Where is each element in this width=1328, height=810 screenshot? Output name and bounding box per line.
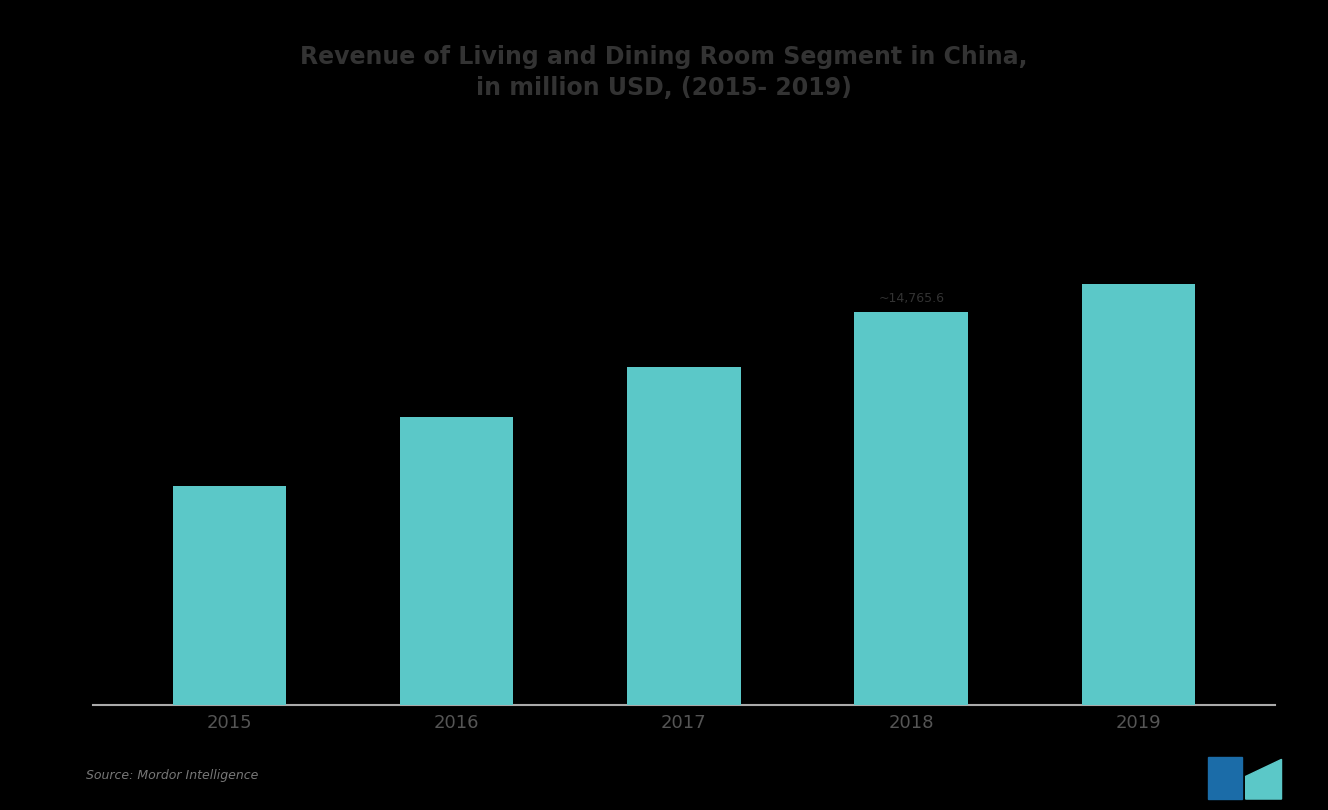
Bar	[173, 487, 286, 705]
Bar	[1082, 284, 1195, 705]
Text: Source: Mordor Intelligence: Source: Mordor Intelligence	[86, 769, 259, 782]
Text: ~14,765.6: ~14,765.6	[878, 292, 944, 305]
Text: Revenue of Living and Dining Room Segment in China,
in million USD, (2015- 2019): Revenue of Living and Dining Room Segmen…	[300, 45, 1028, 100]
Bar	[627, 367, 741, 705]
Bar	[1208, 757, 1242, 799]
Bar	[400, 417, 514, 705]
Polygon shape	[1246, 760, 1282, 799]
Bar	[854, 312, 968, 705]
